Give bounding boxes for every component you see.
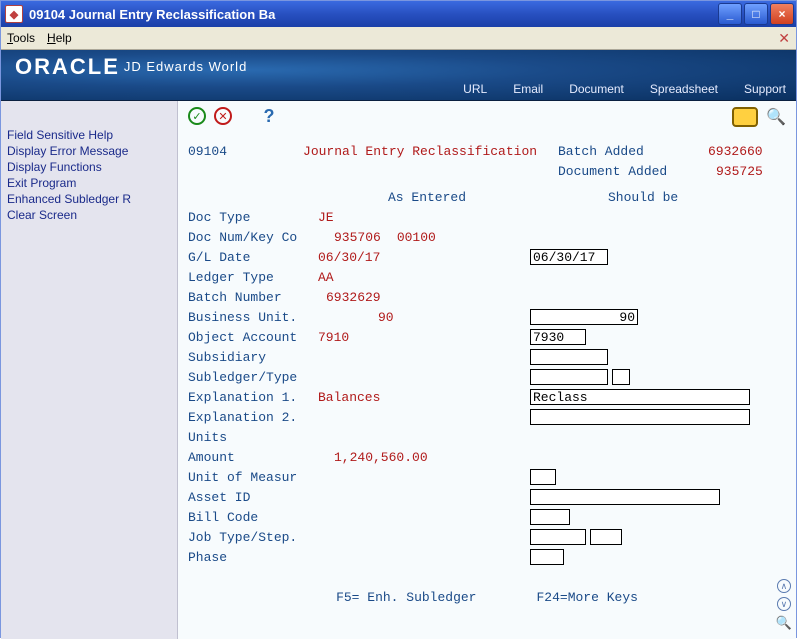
val-bu: 90 <box>378 310 394 325</box>
lbl-subl: Subledger/Type <box>188 370 318 385</box>
lbl-bu: Business Unit. <box>188 310 318 325</box>
scroll-icons: ∧ ∨ 🔍 <box>776 579 792 631</box>
inp-job[interactable] <box>530 529 586 545</box>
inp-sub[interactable] <box>530 349 608 365</box>
sidebar-item-field-help[interactable]: Field Sensitive Help <box>1 127 177 143</box>
lbl-units: Units <box>188 430 318 445</box>
inp-job-step[interactable] <box>590 529 622 545</box>
maximize-button[interactable]: □ <box>744 3 768 25</box>
lbl-phase: Phase <box>188 550 318 565</box>
inp-uom[interactable] <box>530 469 556 485</box>
window-titlebar: ◆ 09104 Journal Entry Reclassification B… <box>1 1 796 27</box>
lbl-batch: Batch Number <box>188 290 318 305</box>
inp-exp2[interactable] <box>530 409 750 425</box>
menu-bar: Tools Help ✕ <box>1 27 796 50</box>
brand-banner: ORACLE JD Edwards World URL Email Documen… <box>1 50 796 101</box>
toolbar-right: 🔍 <box>732 107 786 127</box>
sidebar-item-functions[interactable]: Display Functions <box>1 159 177 175</box>
lbl-doc-num: Doc Num/Key Co <box>188 230 318 245</box>
menu-logo-icon: ✕ <box>778 30 790 47</box>
screen-code: 09104 <box>188 144 227 159</box>
menu-help[interactable]: Help <box>47 31 72 45</box>
lbl-uom: Unit of Measur <box>188 470 318 485</box>
footer-keys: F5= Enh. Subledger F24=More Keys <box>188 590 786 605</box>
inp-phase[interactable] <box>530 549 564 565</box>
val-ledger: AA <box>318 270 334 285</box>
brand-name: ORACLE <box>15 54 120 79</box>
lbl-asset: Asset ID <box>188 490 318 505</box>
content-area: ✓ ✕ ? 🔍 09104 Journal Entry Reclassifica… <box>178 101 796 639</box>
screen-title: Journal Entry Reclassification <box>303 144 537 159</box>
col-as-entered: As Entered <box>388 190 466 205</box>
col-should-be: Should be <box>608 190 678 205</box>
inp-bill[interactable] <box>530 509 570 525</box>
minimize-button[interactable]: _ <box>718 3 742 25</box>
sidebar: Field Sensitive Help Display Error Messa… <box>1 101 178 639</box>
banner-links: URL Email Document Spreadsheet Support <box>463 82 786 96</box>
inp-bu[interactable]: 90 <box>530 309 638 325</box>
lbl-ledger: Ledger Type <box>188 270 318 285</box>
val-key-co: 00100 <box>397 230 436 245</box>
lbl-job: Job Type/Step. <box>188 530 318 545</box>
lbl-sub: Subsidiary <box>188 350 318 365</box>
val-gl-date: 06/30/17 <box>318 250 380 265</box>
sidebar-item-error-msg[interactable]: Display Error Message <box>1 143 177 159</box>
inp-obj[interactable]: 7930 <box>530 329 586 345</box>
inp-gl-date[interactable]: 06/30/17 <box>530 249 608 265</box>
lbl-amount: Amount <box>188 450 318 465</box>
toolbar-left: ✓ ✕ ? <box>188 107 278 125</box>
form-area: 09104 Journal Entry Reclassification Bat… <box>188 141 786 609</box>
lbl-obj: Object Account <box>188 330 318 345</box>
search-icon[interactable]: 🔍 <box>766 107 786 127</box>
close-button[interactable]: × <box>770 3 794 25</box>
val-batch: 6932629 <box>326 290 381 305</box>
window-title: 09104 Journal Entry Reclassification Ba <box>29 7 275 22</box>
val-amount: 1,240,560.00 <box>334 450 428 465</box>
val-obj: 7910 <box>318 330 349 345</box>
brand-logo: ORACLE JD Edwards World <box>15 54 247 80</box>
doc-added-label: Document Added <box>558 164 667 179</box>
fkey-f5: F5= Enh. Subledger <box>336 590 476 605</box>
app-icon: ◆ <box>5 5 23 23</box>
fkey-f24: F24=More Keys <box>537 590 638 605</box>
lbl-doc-type: Doc Type <box>188 210 318 225</box>
link-spreadsheet[interactable]: Spreadsheet <box>650 82 718 96</box>
cancel-icon[interactable]: ✕ <box>214 107 232 125</box>
inp-asset[interactable] <box>530 489 720 505</box>
link-email[interactable]: Email <box>513 82 543 96</box>
doc-added-value: 935725 <box>716 164 763 179</box>
message-icon[interactable] <box>732 107 758 127</box>
inp-subl[interactable] <box>530 369 608 385</box>
batch-added-value: 6932660 <box>708 144 763 159</box>
batch-added-label: Batch Added <box>558 144 644 159</box>
lbl-bill: Bill Code <box>188 510 318 525</box>
link-url[interactable]: URL <box>463 82 487 96</box>
inp-exp1[interactable]: Reclass <box>530 389 750 405</box>
link-support[interactable]: Support <box>744 82 786 96</box>
menu-tools[interactable]: Tools <box>7 31 35 45</box>
val-exp1: Balances <box>318 390 380 405</box>
link-document[interactable]: Document <box>569 82 624 96</box>
ok-icon[interactable]: ✓ <box>188 107 206 125</box>
sidebar-item-enh-subl[interactable]: Enhanced Subledger R <box>1 191 177 207</box>
help-icon[interactable]: ? <box>260 107 278 125</box>
val-doc-type: JE <box>318 210 334 225</box>
val-doc-num: 935706 <box>334 230 381 245</box>
lbl-exp1: Explanation 1. <box>188 390 318 405</box>
zoom-icon[interactable]: 🔍 <box>776 615 792 631</box>
sidebar-item-clear[interactable]: Clear Screen <box>1 207 177 223</box>
scroll-up-icon[interactable]: ∧ <box>777 579 791 593</box>
scroll-down-icon[interactable]: ∨ <box>777 597 791 611</box>
lbl-gl-date: G/L Date <box>188 250 318 265</box>
sidebar-item-exit[interactable]: Exit Program <box>1 175 177 191</box>
brand-sub: JD Edwards World <box>124 59 247 74</box>
inp-subl-type[interactable] <box>612 369 630 385</box>
lbl-exp2: Explanation 2. <box>188 410 318 425</box>
